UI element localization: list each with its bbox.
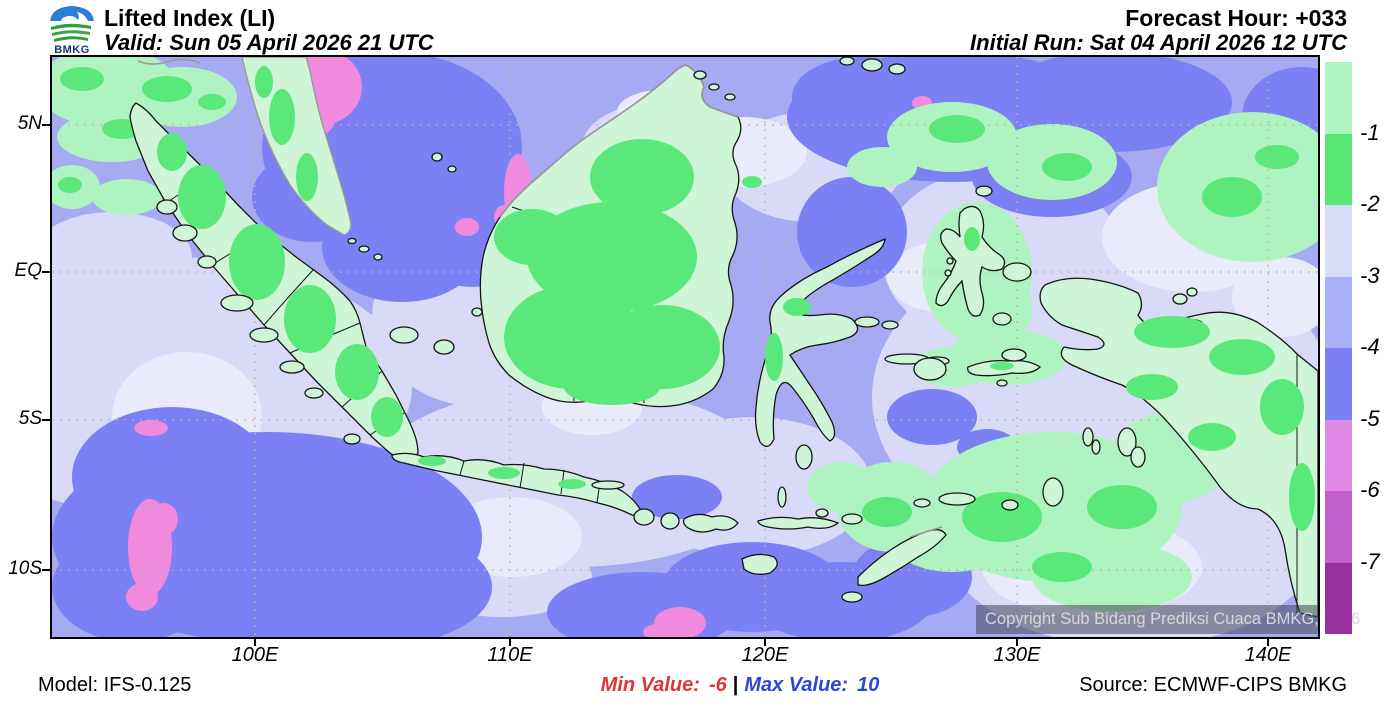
logo-green-band [51,23,91,30]
indonesia-li-map: Copyright Sub Bidang Prediksi Cuaca BMKG… [50,55,1360,639]
lon-label-130e: 130E [993,644,1041,666]
lat-label-5n: 5N [17,113,42,134]
copyright-note: Copyright Sub Bidang Prediksi Cuaca BMKG… [976,605,1360,634]
island-maluku [913,185,1042,387]
bmkg-logo-icon [50,6,94,42]
map-canvas [52,57,1318,637]
color-legend [1325,62,1352,634]
legend-band [1325,276,1352,348]
min-value-label: Min Value: [600,674,700,696]
legend-band [1325,562,1352,634]
island-lesser-sunda [633,492,1019,603]
legend-label: -1 [1360,120,1380,145]
source-info: Source: ECMWF-CIPS BMKG [1079,674,1347,696]
island-borneo [479,64,742,408]
separator: | [732,674,739,696]
forecast-hour: Forecast Hour: +033 [1125,5,1347,31]
legend-label: -6 [1360,477,1380,502]
island-nias-mentawai-chain [156,199,361,445]
legend-label: -5 [1360,406,1380,431]
axis-tick [1016,639,1018,646]
valid-time: Valid: Sun 05 April 2026 21 UTC [104,30,434,55]
logo-cloud-shape [50,6,94,21]
island-sulawesi [754,237,950,508]
legend-band [1325,348,1352,420]
page-title: Lifted Index (LI) [104,5,276,31]
logo-green-band [54,36,88,42]
legend-label: -2 [1360,191,1380,216]
island-papua [992,262,1318,618]
legend-label: -4 [1360,334,1380,359]
max-value: 10 [857,674,880,696]
logo-label: BMKG [54,44,90,56]
legend-band [1325,133,1352,205]
legend-band [1325,62,1352,134]
axis-tick [509,639,511,646]
lon-label-110e: 110E [487,644,533,666]
axis-tick [42,419,50,421]
max-value-label: Max Value: [744,674,849,696]
axis-tick [42,569,50,571]
axis-tick [764,639,766,646]
legend-band [1325,491,1352,563]
lat-label-5s: 5S [18,408,42,429]
axis-tick [254,639,256,646]
island-bangka-belitung [389,152,483,355]
lon-label-140e: 140E [1244,644,1292,666]
lat-label-eq: EQ [14,260,42,281]
lat-label-10s: 10S [8,558,42,579]
axis-tick [42,271,50,273]
sea-green-patches [52,57,1318,612]
model-info: Model: IFS-0.125 [38,674,192,696]
island-philippines-fragments [693,57,906,101]
lon-label-120e: 120E [741,644,789,666]
axis-tick [42,124,50,126]
min-max-values: Min Value: -6 | Max Value: 10 [500,674,980,697]
axis-tick [1267,639,1269,646]
legend-label: -3 [1360,263,1380,288]
legend-band [1325,419,1352,491]
initial-run: Initial Run: Sat 04 April 2026 12 UTC [970,30,1347,55]
min-value: -6 [708,674,727,696]
legend-label: -7 [1360,549,1380,574]
island-sumatra [129,102,419,462]
island-malay-peninsula [137,57,383,261]
legend-band [1325,205,1352,277]
lon-label-100e: 100E [231,644,279,666]
logo-green-band [52,30,90,36]
